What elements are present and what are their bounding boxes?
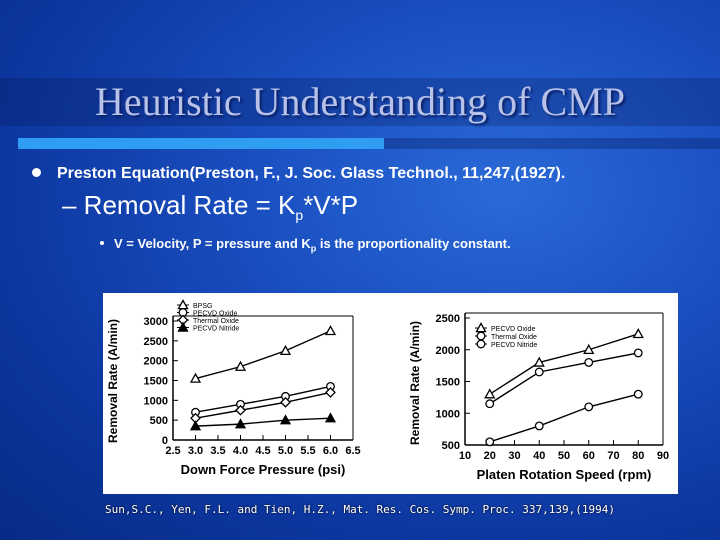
chart1-series-1-point bbox=[584, 357, 594, 367]
bullet-definitions: V = Velocity, P = pressure and Kp is the… bbox=[100, 236, 511, 254]
chart1-ytick-label: 1000 bbox=[436, 408, 460, 420]
chart0-legend-label: Thermal Oxide bbox=[193, 318, 239, 325]
chart0-series-3-point bbox=[189, 420, 202, 431]
chart1-xlabel: Platen Rotation Speed (rpm) bbox=[477, 467, 652, 482]
chart1-series-0-point bbox=[484, 388, 496, 399]
chart0-series-line-0 bbox=[195, 330, 331, 380]
figure-panel: 0 500 1000 1500 2000 2500 3000 2.5 3.0 3.5 4.0 4.5 5… bbox=[103, 293, 678, 494]
chart1-series-1-point bbox=[485, 399, 495, 409]
chart1-series-0-point bbox=[533, 356, 545, 367]
bullet-removal-rate: – Removal Rate = Kp*V*P bbox=[62, 190, 358, 223]
chart0-ytick-label: 1500 bbox=[144, 376, 168, 388]
removal-rate-suffix: *V*P bbox=[303, 190, 359, 220]
title-band bbox=[0, 78, 720, 126]
chart0-series-0-point bbox=[234, 360, 247, 371]
chart0-xtick-label: 5.0 bbox=[278, 445, 293, 457]
chart1-series-2-point bbox=[633, 389, 643, 399]
chart0-xtick-label: 2.5 bbox=[165, 445, 180, 457]
chart0-ytick-label: 2000 bbox=[144, 356, 168, 368]
definitions-suffix: is the proportionality constant. bbox=[316, 236, 511, 251]
chart0-ylabel: Removal Rate (A/min) bbox=[106, 319, 120, 443]
chart1-legend-label: PECVD Oxide bbox=[491, 326, 535, 333]
slide-title: Heuristic Understanding of CMP bbox=[95, 79, 625, 124]
chart0-series-3-point bbox=[234, 418, 247, 429]
chart0-xtick-label: 3.5 bbox=[210, 445, 225, 457]
chart1-ytick-label: 1500 bbox=[436, 377, 460, 389]
chart0-ytick-label: 2500 bbox=[144, 336, 168, 348]
chart1-legend-marker bbox=[476, 339, 486, 349]
chart0-series-line-2 bbox=[195, 391, 331, 419]
chart1-xtick-label: 30 bbox=[508, 450, 520, 462]
bullet-preston: Preston Equation(Preston, F., J. Soc. Gl… bbox=[32, 165, 565, 183]
chart1-xtick-label: 80 bbox=[632, 450, 644, 462]
chart1-xtick-label: 40 bbox=[533, 450, 545, 462]
chart0-series-0-point bbox=[279, 344, 292, 355]
chart0-ytick-label: 3000 bbox=[144, 316, 168, 328]
chart0-xtick-label: 6.0 bbox=[323, 445, 338, 457]
chart1-ylabel: Removal Rate (A/min) bbox=[408, 321, 422, 445]
chart0-xtick-label: 5.5 bbox=[300, 445, 315, 457]
small-bullet-dot-icon bbox=[100, 241, 104, 245]
chart0-series-2-point bbox=[280, 396, 291, 408]
chart0-ytick-label: 1000 bbox=[144, 395, 168, 407]
removal-rate-prefix: – Removal Rate = K bbox=[62, 190, 296, 220]
chart1-xtick-label: 20 bbox=[484, 450, 496, 462]
chart0-series-3-point bbox=[279, 414, 292, 425]
chart1-xtick-label: 10 bbox=[459, 450, 471, 462]
chart1-ytick-label: 500 bbox=[442, 440, 460, 452]
chart1-ytick-label: 2500 bbox=[436, 313, 460, 325]
chart1-xtick-label: 60 bbox=[583, 450, 595, 462]
chart1-legend-marker bbox=[476, 331, 486, 341]
chart0-series-0-point bbox=[324, 325, 337, 336]
chart1-series-line-1 bbox=[489, 352, 639, 405]
chart1-legend-label: PECVD Nitride bbox=[491, 342, 537, 349]
chart1-series-line-2 bbox=[489, 393, 639, 443]
chart0-series-3-point bbox=[324, 412, 337, 423]
chart0-series-line-1 bbox=[195, 385, 331, 413]
chart0-legend-label: PECVD Nitride bbox=[193, 326, 239, 333]
title-underline-shadow bbox=[384, 138, 720, 149]
chart1-series-1-point bbox=[534, 367, 544, 377]
chart0-ytick-label: 500 bbox=[150, 415, 168, 427]
chart0-xtick-label: 3.0 bbox=[188, 445, 203, 457]
chart1-series-2-point bbox=[534, 421, 544, 431]
citation: Sun,S.C., Yen, F.L. and Tien, H.Z., Mat.… bbox=[105, 503, 615, 516]
chart1-series-2-point bbox=[584, 402, 594, 412]
chart0-xlabel: Down Force Pressure (psi) bbox=[181, 462, 346, 477]
chart1-series-0-point bbox=[632, 328, 644, 339]
definitions-prefix: V = Velocity, P = pressure and K bbox=[114, 236, 311, 251]
chart1-xtick-label: 50 bbox=[558, 450, 570, 462]
chart1-series-line-0 bbox=[489, 333, 639, 395]
chart1-series-0-point bbox=[583, 343, 595, 354]
chart0-series-line-3 bbox=[195, 417, 331, 427]
chart0-xtick-label: 4.0 bbox=[233, 445, 248, 457]
chart1-series-1-point bbox=[633, 348, 643, 358]
chart0-series-2-point bbox=[235, 404, 246, 416]
chart0-series-2-point bbox=[325, 386, 336, 398]
removal-rate-sub: p bbox=[295, 207, 304, 224]
figure-svg: 0 500 1000 1500 2000 2500 3000 2.5 3.0 3.5 4.0 4.5 5… bbox=[106, 299, 669, 482]
chart1-series-2-point bbox=[485, 437, 495, 447]
chart0-legend-label: BPSG bbox=[193, 303, 212, 310]
bullet-preston-text: Preston Equation(Preston, F., J. Soc. Gl… bbox=[57, 165, 566, 182]
chart0-legend-marker bbox=[177, 321, 189, 332]
chart0-legend-label: PECVD Oxide bbox=[193, 311, 237, 318]
chart1-xtick-label: 90 bbox=[657, 450, 669, 462]
bullet-dot-icon bbox=[32, 168, 41, 177]
chart1-ytick-label: 2000 bbox=[436, 345, 460, 357]
chart0-xtick-label: 4.5 bbox=[255, 445, 270, 457]
chart1-legend-label: Thermal Oxide bbox=[491, 334, 537, 341]
chart0-ytick-label: 0 bbox=[162, 435, 168, 447]
title-underline bbox=[18, 138, 384, 149]
chart0-xtick-label: 6.5 bbox=[345, 445, 360, 457]
definitions-sub: p bbox=[310, 243, 317, 254]
chart1-xtick-label: 70 bbox=[607, 450, 619, 462]
chart0-series-0-point bbox=[189, 372, 202, 383]
